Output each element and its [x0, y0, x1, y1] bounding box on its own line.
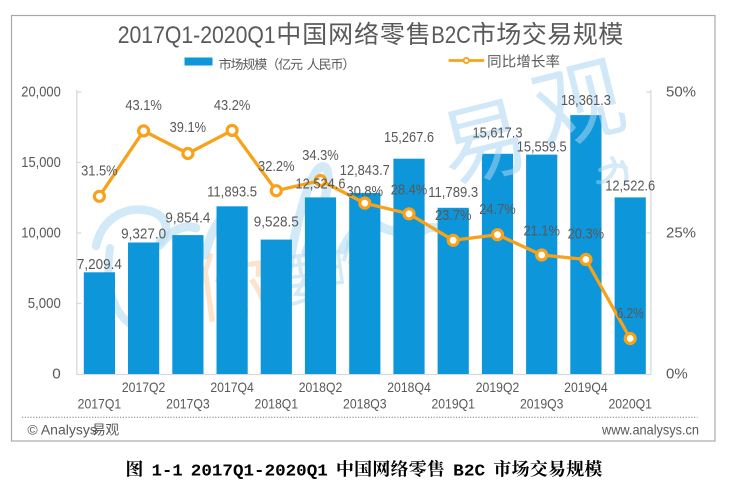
svg-text:2018Q1: 2018Q1 [255, 395, 299, 411]
svg-text:28.4%: 28.4% [391, 181, 428, 198]
svg-text:15,267.6: 15,267.6 [384, 129, 434, 146]
svg-text:2020Q1: 2020Q1 [608, 395, 652, 411]
svg-text:20.3%: 20.3% [568, 226, 605, 243]
svg-text:15,559.5: 15,559.5 [517, 138, 567, 155]
svg-text:25%: 25% [666, 224, 696, 241]
svg-text:2017Q3: 2017Q3 [166, 395, 210, 411]
svg-text:20,000: 20,000 [21, 83, 61, 100]
svg-text:50%: 50% [666, 83, 696, 100]
svg-text:30.8%: 30.8% [347, 183, 384, 200]
svg-text:7,209.4: 7,209.4 [77, 256, 122, 273]
svg-text:2019Q4: 2019Q4 [564, 379, 608, 395]
svg-text:10,000: 10,000 [21, 224, 61, 241]
svg-text:12,522.6: 12,522.6 [605, 178, 655, 195]
svg-text:15,617.3: 15,617.3 [473, 125, 523, 142]
svg-text:9,327.0: 9,327.0 [121, 225, 166, 242]
svg-text:21.1%: 21.1% [523, 222, 560, 239]
svg-text:2017Q2: 2017Q2 [122, 379, 166, 395]
svg-text:1-1: 1-1 [152, 462, 183, 481]
svg-text:B2C: B2C [453, 462, 485, 481]
svg-text:0%: 0% [666, 365, 688, 382]
svg-text:2017Q1: 2017Q1 [78, 395, 122, 411]
svg-text:0: 0 [52, 365, 61, 382]
svg-text:12,524.6: 12,524.6 [296, 175, 346, 192]
svg-text:34.3%: 34.3% [302, 147, 339, 164]
svg-text:6.2%: 6.2% [617, 305, 644, 322]
svg-text:39.1%: 39.1% [170, 119, 207, 136]
svg-text:2017Q1-2020Q1: 2017Q1-2020Q1 [191, 462, 328, 481]
svg-text:www.analysys.cn: www.analysys.cn [601, 422, 699, 438]
svg-text:43.1%: 43.1% [125, 97, 162, 114]
svg-text:11,893.5: 11,893.5 [207, 183, 257, 200]
svg-text:9,528.5: 9,528.5 [254, 214, 299, 231]
svg-text:2019Q1: 2019Q1 [431, 395, 475, 411]
svg-text:2018Q2: 2018Q2 [299, 379, 343, 395]
svg-text:12,843.7: 12,843.7 [340, 162, 390, 179]
svg-text:9,854.4: 9,854.4 [165, 210, 210, 227]
svg-text:43.2%: 43.2% [214, 97, 251, 114]
svg-text:5,000: 5,000 [28, 295, 61, 312]
svg-text:2018Q4: 2018Q4 [387, 379, 431, 395]
svg-text:2018Q3: 2018Q3 [343, 395, 387, 411]
svg-text:11,789.3: 11,789.3 [428, 184, 478, 201]
svg-text:B2C: B2C [431, 22, 471, 49]
svg-text:31.5%: 31.5% [81, 163, 118, 180]
svg-text:2017Q1-2020Q1: 2017Q1-2020Q1 [118, 22, 276, 49]
svg-text:2019Q3: 2019Q3 [520, 395, 564, 411]
svg-text:2017Q4: 2017Q4 [210, 379, 254, 395]
svg-text:2019Q2: 2019Q2 [476, 379, 520, 395]
svg-text:15,000: 15,000 [21, 154, 61, 171]
svg-text:24.7%: 24.7% [479, 201, 516, 218]
svg-text:32.2%: 32.2% [258, 158, 295, 175]
svg-text:18,361.3: 18,361.3 [561, 92, 611, 109]
svg-text:© Analysys: © Analysys [27, 422, 100, 438]
svg-text:23.7%: 23.7% [435, 207, 472, 224]
